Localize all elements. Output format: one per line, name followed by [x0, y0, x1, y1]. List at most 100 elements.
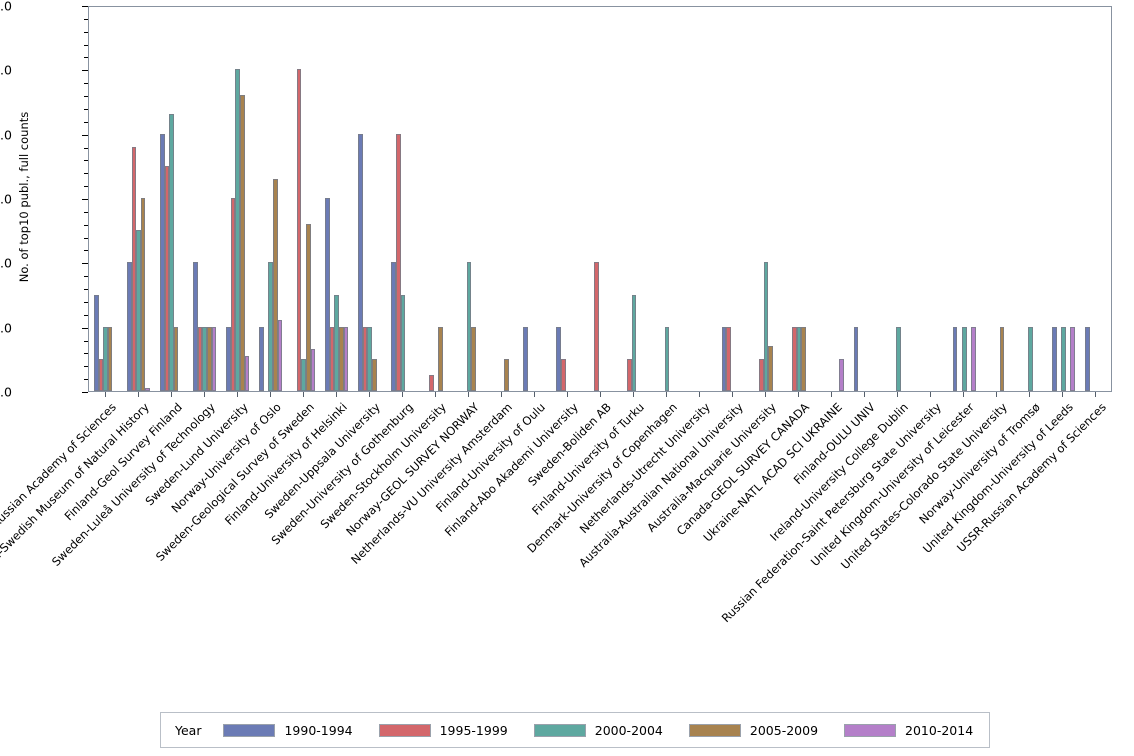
- y-tick-minor: [84, 18, 88, 20]
- y-tick-minor: [84, 147, 88, 149]
- legend-color-swatch: [223, 723, 276, 737]
- bar: [211, 326, 217, 391]
- legend-color-swatch: [378, 723, 431, 737]
- legend-items: 1990-1994 1995-1999 2000-2004 2005-2009 2010…: [223, 723, 999, 738]
- y-tick-mark: [82, 134, 88, 136]
- x-tick-mark: [864, 392, 866, 397]
- x-tick-mark: [269, 392, 271, 397]
- bar: [277, 320, 283, 391]
- bar: [594, 262, 599, 391]
- bar: [358, 133, 363, 391]
- x-tick-mark: [996, 392, 998, 397]
- x-tick-label: Russian Federation-Russian Academy of Sc…: [0, 400, 118, 610]
- legend-item[interactable]: 1990-1994: [223, 722, 353, 738]
- y-tick-minor: [84, 353, 88, 355]
- x-tick-mark: [765, 392, 767, 397]
- y-tick-label: 2.0: [0, 255, 12, 271]
- bar: [94, 294, 99, 391]
- legend-item[interactable]: 1995-1999: [378, 722, 508, 738]
- y-tick-minor: [84, 379, 88, 381]
- y-tick-minor: [84, 186, 88, 188]
- bar: [428, 374, 434, 391]
- bar: [400, 294, 406, 391]
- bar: [339, 326, 344, 391]
- y-tick-minor: [84, 96, 88, 98]
- bar: [1051, 326, 1057, 391]
- bar: [140, 198, 146, 391]
- legend-item[interactable]: 2000-2004: [533, 723, 663, 738]
- bar: [971, 326, 976, 391]
- plot-area: [88, 6, 1112, 392]
- bar: [193, 262, 198, 391]
- bar: [367, 326, 373, 391]
- bar: [438, 326, 443, 391]
- bar: [259, 326, 264, 391]
- bar: [556, 326, 562, 391]
- y-tick-mark: [82, 327, 88, 329]
- bar: [839, 358, 844, 391]
- bar: [164, 165, 170, 391]
- y-tick-label: 3.0: [0, 191, 12, 207]
- x-tick-mark: [930, 392, 932, 397]
- y-tick-minor: [84, 31, 88, 33]
- x-tick-mark: [1062, 392, 1064, 397]
- x-tick-mark: [732, 392, 734, 397]
- bar: [395, 133, 401, 391]
- y-tick-mark: [82, 70, 88, 72]
- y-tick-minor: [84, 108, 88, 110]
- y-tick-minor: [84, 237, 88, 239]
- y-tick-label: 1.0: [0, 320, 12, 336]
- x-tick-mark: [666, 392, 668, 397]
- bar: [504, 358, 509, 391]
- bar: [895, 326, 901, 391]
- bar: [792, 326, 797, 391]
- bar: [230, 198, 236, 391]
- x-tick-mark: [1095, 392, 1097, 397]
- y-tick-minor: [84, 211, 88, 213]
- bar: [325, 198, 330, 391]
- x-tick-mark: [831, 392, 833, 397]
- legend-item[interactable]: 2010-2014: [844, 723, 973, 738]
- bar: [235, 69, 240, 391]
- bar: [999, 326, 1005, 391]
- bar: [131, 146, 137, 391]
- y-tick-minor: [84, 366, 88, 368]
- bars-layer: [89, 7, 1111, 391]
- legend-color-swatch: [844, 723, 897, 737]
- bar: [160, 133, 165, 391]
- y-tick-minor: [84, 83, 88, 85]
- chart-legend: Year 1990-1994 1995-1999 2000-2004 2005-200…: [160, 712, 990, 748]
- bar: [796, 326, 802, 391]
- bar: [721, 326, 727, 391]
- x-tick-mark: [600, 392, 601, 397]
- bar: [127, 262, 132, 391]
- y-tick-minor: [84, 276, 88, 278]
- x-tick-mark: [798, 392, 800, 397]
- y-tick-minor: [84, 340, 88, 342]
- bar: [107, 326, 113, 391]
- bar: [329, 326, 335, 391]
- y-tick-minor: [84, 224, 88, 226]
- y-tick-label: 5.0: [0, 62, 12, 78]
- legend-item[interactable]: 2005-2009: [688, 723, 818, 738]
- y-tick-minor: [84, 173, 88, 175]
- x-tick-mark: [533, 392, 535, 397]
- bar: [136, 230, 141, 391]
- legend-item-label: 1995-1999: [439, 722, 508, 738]
- x-tick-mark: [897, 392, 899, 397]
- legend-title: Year: [175, 722, 202, 738]
- y-tick-minor: [84, 121, 88, 123]
- bar: [268, 262, 273, 391]
- y-tick-minor: [84, 314, 88, 316]
- x-tick-mark: [137, 392, 139, 397]
- y-tick-minor: [84, 57, 88, 59]
- bar: [801, 326, 807, 391]
- x-tick-mark: [170, 392, 172, 397]
- bar: [1070, 326, 1075, 391]
- x-tick-mark: [335, 392, 337, 397]
- bar: [952, 326, 958, 391]
- legend-item-label: 1990-1994: [284, 722, 353, 738]
- bar: [98, 358, 104, 391]
- x-tick-label-text: Russian Federation-Russian Academy of Sc…: [0, 400, 119, 610]
